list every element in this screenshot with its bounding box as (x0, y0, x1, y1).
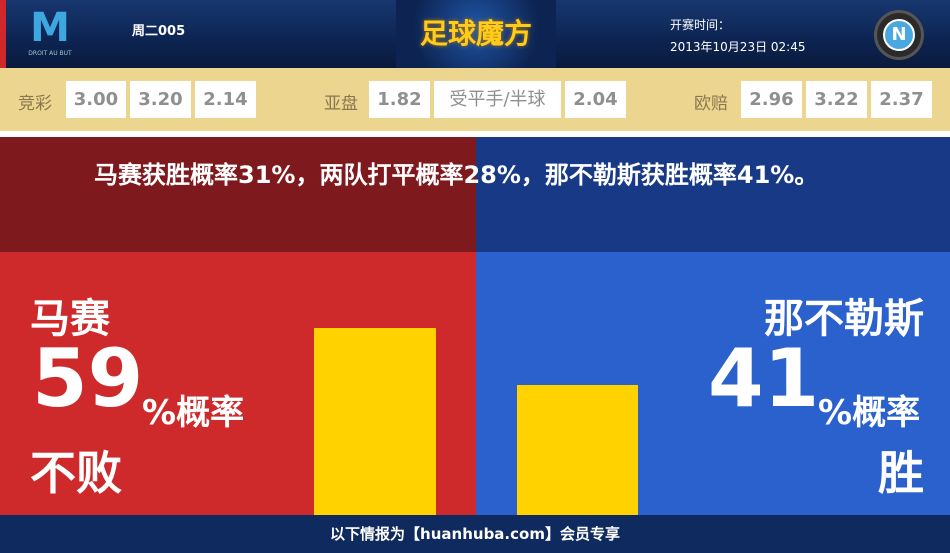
away-team-name: 那不勒斯 (764, 296, 924, 342)
jingcai-label: 竞彩 (18, 94, 52, 114)
odds-bar: 竞彩 3.00 3.20 2.14 亚盘 1.82 受平手/半球 2.04 欧赔… (0, 68, 950, 131)
euro-draw: 3.22 (806, 81, 867, 118)
away-probability-bar (517, 385, 638, 515)
euro-label: 欧赔 (694, 94, 728, 114)
asian-home: 1.82 (369, 81, 430, 118)
home-percent-suffix: %概率 (142, 393, 245, 433)
away-summary-bg (476, 137, 950, 252)
jingcai-draw: 3.20 (130, 81, 191, 118)
home-probability-bar (314, 327, 436, 515)
euro-win: 2.96 (741, 81, 802, 118)
asian-label: 亚盘 (324, 94, 358, 114)
header: M DROIT AU BUT 周二005 足球魔方 开赛时间： 2013年10月2… (0, 0, 950, 68)
away-panel: 那不勒斯 41 %概率 胜 (476, 252, 950, 515)
home-outcome: 不败 (30, 446, 122, 500)
jingcai-loss: 2.14 (195, 81, 256, 118)
home-team-name: 马赛 (30, 296, 110, 342)
away-outcome: 胜 (878, 446, 924, 500)
asian-line: 受平手/半球 (434, 81, 561, 118)
kickoff-label: 开赛时间： (670, 18, 731, 32)
asian-away: 2.04 (565, 81, 626, 118)
home-panel: 马赛 59 %概率 不败 (0, 252, 476, 515)
probability-summary: 马赛获胜概率31%，两队打平概率28%，那不勒斯获胜概率41%。 (94, 161, 819, 189)
kickoff-time: 2013年10月23日 02:45 (670, 40, 806, 54)
home-color-stripe (0, 0, 6, 68)
euro-loss: 2.37 (871, 81, 932, 118)
away-percent-suffix: %概率 (818, 393, 921, 433)
brand-logo: 足球魔方 (396, 0, 556, 68)
away-team-logo: N (874, 10, 924, 60)
divider (0, 131, 950, 137)
home-summary-bg (0, 137, 476, 252)
home-percent: 59 (32, 332, 144, 425)
away-percent: 41 (708, 332, 820, 425)
match-code: 周二005 (132, 24, 186, 39)
jingcai-win: 3.00 (66, 81, 126, 118)
home-team-logo: M DROIT AU BUT (28, 5, 72, 57)
member-footer[interactable]: 以下情报为【huanhuba.com】会员专享 (0, 515, 950, 553)
